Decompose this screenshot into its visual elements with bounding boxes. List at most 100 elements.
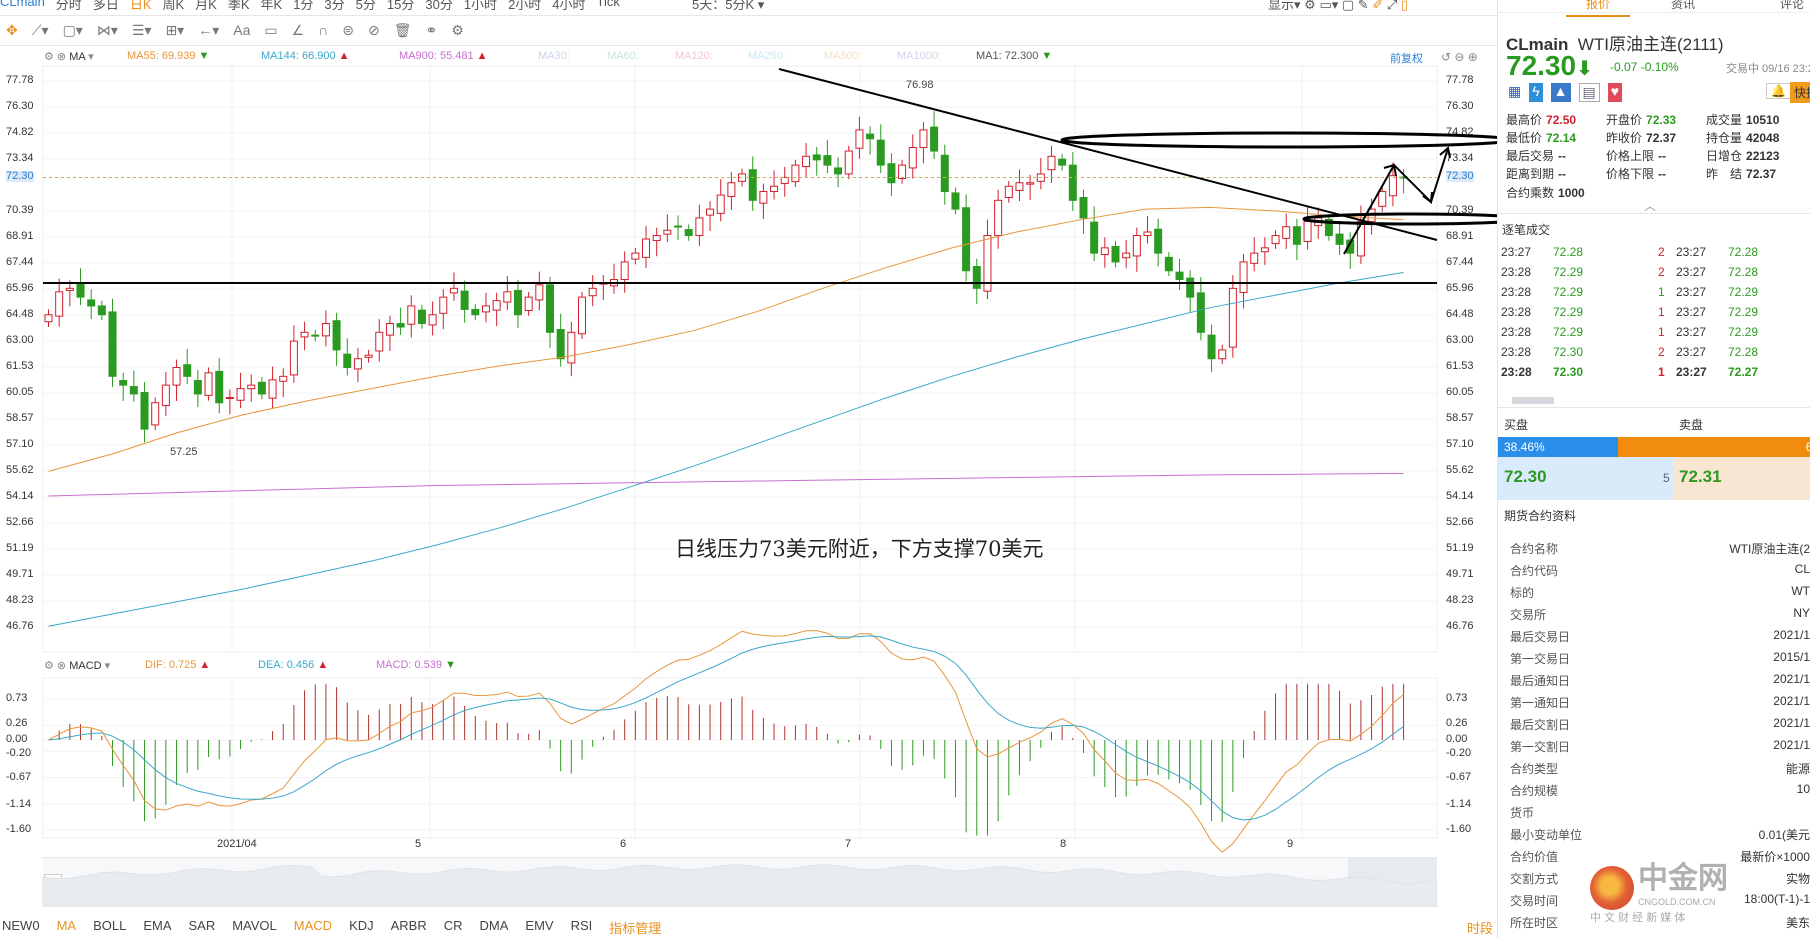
fib-tool-icon[interactable]: ☰▾ [131, 22, 152, 38]
indicator-tab[interactable]: MACD [293, 918, 333, 933]
bell-icon[interactable]: 🔔 [1766, 83, 1791, 99]
tab-comments[interactable]: 评论 [1780, 0, 1805, 11]
note-icon[interactable]: ▤ [1578, 83, 1600, 102]
period-tab[interactable]: 3分 [324, 0, 345, 12]
indicator-tab[interactable]: 指标管理 [609, 921, 662, 936]
panel-icon[interactable]: ▯ [1400, 0, 1409, 12]
period-tab[interactable]: 周K [162, 0, 185, 12]
price-tick: 73.34 [6, 152, 34, 165]
period-tab[interactable]: 15分 [386, 0, 415, 12]
indicator-tab[interactable]: DMA [479, 918, 509, 933]
flash-icon[interactable]: ϟ [1529, 83, 1543, 102]
period-tab[interactable]: 分时 [55, 0, 82, 12]
adjust-button[interactable]: 前复权 [1390, 53, 1423, 65]
chart-icon[interactable]: ▲ [1550, 83, 1571, 102]
ask-box[interactable] [1674, 457, 1810, 500]
layout-icon[interactable]: ▭▾ [1319, 0, 1339, 12]
price-tick: 52.66 [1446, 516, 1474, 529]
indicator-tab[interactable]: BOLL [93, 918, 127, 933]
indicator-tab[interactable]: KDJ [349, 918, 374, 933]
price-tick: 46.76 [6, 619, 34, 632]
tab-quote[interactable]: 报价 [1566, 0, 1631, 17]
period-tab[interactable]: 5分 [355, 0, 376, 12]
collapse-icon[interactable]: ︿ [1644, 199, 1657, 213]
indicator-tab[interactable]: SAR [188, 918, 216, 933]
display-dropdown[interactable]: 显示▾ ⚙ ▭▾ ▢ ✎ ✐ ⤢ ▯ [1268, 0, 1408, 13]
gear-icon[interactable]: ⚙ [451, 22, 464, 38]
candle-down [748, 169, 757, 201]
bid-box[interactable] [1498, 457, 1674, 500]
screenshot-icon[interactable]: ▢ [1341, 0, 1355, 12]
candle-up [738, 173, 747, 182]
period-tab[interactable]: 日K [129, 0, 152, 12]
us-flag-icon[interactable]: ▦ [1508, 83, 1522, 99]
period-tab[interactable]: Tick [596, 0, 620, 9]
trash-icon[interactable]: 🗑 [393, 22, 412, 38]
indicator-tab[interactable]: MA [56, 918, 77, 933]
multi-period-select[interactable]: 5天：5分K ▾ [692, 0, 765, 12]
candle-up [1218, 349, 1227, 360]
period-tab[interactable]: 30分 [425, 0, 453, 12]
price-tick: 64.48 [6, 308, 34, 321]
navigator-window[interactable] [1348, 857, 1437, 907]
period-tab[interactable]: 季K [227, 0, 250, 12]
macd-tick: 0.00 [1446, 732, 1468, 745]
lock-icon[interactable]: ⊜ [342, 22, 354, 38]
period-tab[interactable]: 1小时 [463, 0, 498, 12]
comment-tool-icon[interactable]: ▭ [264, 22, 278, 38]
price-tick: 57.10 [1446, 437, 1474, 450]
quick-trade-button[interactable]: 快捷 [1790, 82, 1810, 103]
candle-down [930, 126, 939, 152]
zoom-controls[interactable]: ↺ ⊖ ⊕ [1441, 50, 1478, 64]
move-icon[interactable]: ✥ [6, 22, 18, 38]
time-navigator[interactable] [43, 857, 1437, 907]
period-tab[interactable]: 年K [260, 0, 283, 12]
period-tab[interactable]: 多日 [92, 0, 119, 12]
angle-tool-icon[interactable]: ∠ [291, 22, 305, 38]
quote-stat: 最后交易 -- [1506, 149, 1567, 163]
candle-down [940, 154, 949, 193]
indicator-tab[interactable]: RSI [570, 918, 593, 933]
high-price-label: 76.98 [906, 79, 934, 91]
candle-up [1122, 252, 1131, 259]
favorite-icon[interactable]: ♥ [1607, 83, 1623, 102]
symbol-label[interactable]: CLmain [0, 0, 45, 9]
period-tab[interactable]: 月K [195, 0, 217, 12]
edit-icon[interactable]: ✎ [1357, 0, 1369, 12]
line-tool-icon[interactable]: ⟋▾ [31, 22, 49, 38]
arrow-tool-icon[interactable]: ←▾ [198, 22, 220, 38]
ma-settings[interactable]: ⚙ ⊗ MA ▾ [44, 51, 94, 63]
quote-stat: 价格上限 -- [1606, 149, 1667, 163]
indicator-tab[interactable]: MAVOL [232, 918, 277, 933]
indicator-tab[interactable]: EMV [525, 918, 554, 933]
magnet-icon[interactable]: ∩ [318, 22, 329, 38]
period-button[interactable]: 时段 [1467, 921, 1494, 936]
settings-icon[interactable]: ⚙ [1304, 0, 1316, 12]
rect-tool-icon[interactable]: ▢▾ [62, 22, 83, 38]
trades-scrollbar[interactable] [1512, 397, 1554, 404]
quote-stat: 最高价 72.50 [1506, 113, 1577, 127]
period-tab[interactable]: 2小时 [508, 0, 542, 12]
trade-v: 2 [1658, 245, 1665, 259]
pencil-icon[interactable]: ✐ [1372, 0, 1384, 12]
period-tab[interactable]: 4小时 [552, 0, 586, 12]
measure-tool-icon[interactable]: ⊞▾ [165, 22, 185, 38]
hide-icon[interactable]: ⊘ [367, 22, 380, 38]
quote-stat: 昨收价 72.37 [1606, 131, 1677, 145]
indicator-tab[interactable]: EMA [143, 918, 172, 933]
fullscreen-icon[interactable]: ⤢ [1386, 0, 1398, 12]
info-label: 最后通知日 [1510, 674, 1571, 688]
navigator-handle[interactable]: ••• [44, 874, 62, 888]
pattern-tool-icon[interactable]: ⋈▾ [96, 22, 118, 38]
indicator-tab[interactable]: CR [443, 918, 463, 933]
compare-icon[interactable]: ⚭ [425, 22, 438, 38]
price-tick: 49.71 [6, 568, 34, 581]
price-tick: 68.91 [1446, 230, 1474, 243]
period-tab[interactable]: 1分 [293, 0, 314, 12]
indicator-tab[interactable]: NEW0 [2, 918, 40, 933]
indicator-tab[interactable]: ARBR [390, 918, 427, 933]
macd-settings[interactable]: ⚙ ⊗ MACD ▾ [44, 660, 111, 672]
candle-down [1346, 239, 1355, 254]
text-tool-icon[interactable]: Aa [233, 22, 251, 38]
tab-news[interactable]: 资讯 [1671, 0, 1696, 11]
